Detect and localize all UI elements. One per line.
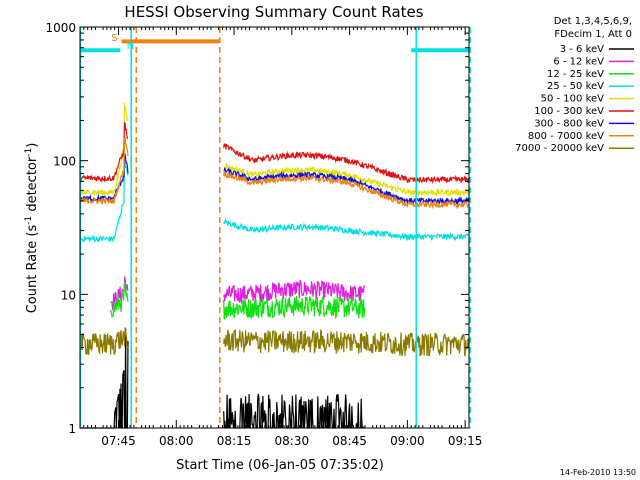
annotation-layer: SN — [79, 27, 471, 428]
x-tick-label-4: 08:45 — [332, 434, 367, 448]
y-tick-label-3: 1000 — [45, 21, 76, 35]
legend-entry-5: 100 - 300 keV — [534, 106, 604, 117]
series-5-pre — [79, 121, 129, 183]
plot-series-layer — [79, 102, 470, 429]
series-3-post — [223, 217, 469, 242]
series-2-post — [223, 295, 366, 320]
legend-entry-2: 12 - 25 keV — [547, 69, 604, 80]
series-7-post — [223, 171, 470, 210]
series-1-post — [223, 280, 366, 304]
x-tick-label-5: 09:00 — [390, 434, 425, 448]
y-axis-label-sup1: -1 — [24, 216, 34, 225]
y-tick-label-2: 100 — [53, 155, 76, 169]
plot-frame — [79, 26, 470, 429]
legend-entry-1: 6 - 12 keV — [553, 56, 604, 67]
legend: Det 1,3,4,5,6,9, FDecim 1, Att 0 3 - 6 keV… — [515, 16, 634, 154]
legend-header-1: FDecim 1, Att 0 — [554, 29, 632, 40]
y-axis-label-mid: detector — [25, 156, 40, 216]
legend-entry-4: 50 - 100 keV — [541, 94, 605, 105]
legend-entry-0: 3 - 6 keV — [560, 44, 604, 55]
x-tick-label-3: 08:30 — [275, 434, 310, 448]
x-tick-label-2: 08:15 — [217, 434, 252, 448]
legend-entry-7: 800 - 7000 keV — [528, 131, 604, 142]
series-8-pre — [79, 327, 129, 355]
night-label: N — [127, 41, 134, 52]
legend-entry-6: 300 - 800 keV — [534, 118, 604, 129]
series-4-post — [223, 163, 469, 198]
y-tick-label-0: 1 — [68, 422, 76, 436]
series-2-pre — [110, 281, 129, 318]
legend-entry-3: 25 - 50 keV — [547, 81, 604, 92]
series-8-post — [223, 328, 470, 357]
x-axis-label: Start Time (06-Jan-05 07:35:02) — [176, 458, 384, 473]
legend-entry-8: 7000 - 20000 keV — [515, 143, 604, 154]
series-1-pre — [110, 276, 129, 312]
saa-label: S — [111, 33, 117, 44]
y-axis-label-main: Count Rate (s — [25, 225, 40, 314]
series-6-post — [223, 167, 470, 206]
series-5-post — [223, 142, 470, 185]
series-0-post — [223, 393, 365, 429]
x-tick-label-1: 08:00 — [159, 434, 194, 448]
x-tick-label-6: 09:15 — [448, 434, 483, 448]
series-7-pre — [79, 136, 129, 206]
axis-ticks: 07:45 08:00 08:15 08:30 08:45 09:00 09:15 1 10 10… — [45, 21, 482, 448]
footer-date: 14-Feb-2010 13:50 — [560, 468, 636, 477]
series-4-pre — [79, 102, 129, 197]
y-axis-label: Count Rate (s-1 detector-1) — [24, 143, 40, 314]
x-tick-label-0: 07:45 — [101, 434, 136, 448]
legend-header-0: Det 1,3,4,5,6,9, — [554, 16, 632, 27]
chart-title: HESSI Observing Summary Count Rates — [124, 3, 423, 21]
series-3-pre — [79, 157, 129, 244]
y-axis-label-sup2: -1 — [24, 148, 34, 157]
y-tick-label-1: 10 — [61, 288, 76, 302]
y-axis-label-end: ) — [25, 143, 40, 148]
